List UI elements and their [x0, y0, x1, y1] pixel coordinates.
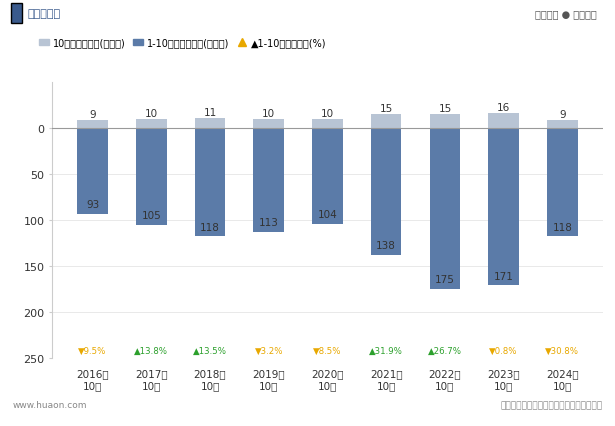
Text: ▼3.2%: ▼3.2%: [255, 346, 283, 355]
Text: ▲13.8%: ▲13.8%: [134, 346, 169, 355]
Text: 113: 113: [259, 218, 279, 228]
Bar: [77, 121, 108, 129]
Text: 16: 16: [497, 103, 510, 113]
Bar: [253, 129, 284, 232]
Text: 15: 15: [379, 104, 393, 114]
Text: 10: 10: [262, 108, 276, 118]
Text: ▲31.9%: ▲31.9%: [369, 346, 403, 355]
Text: 138: 138: [376, 241, 396, 250]
Text: 171: 171: [494, 271, 514, 281]
Bar: [136, 120, 167, 129]
Bar: [430, 129, 460, 289]
FancyBboxPatch shape: [11, 4, 22, 23]
Bar: [312, 129, 343, 224]
Bar: [547, 129, 577, 237]
Bar: [430, 115, 460, 129]
Bar: [136, 129, 167, 225]
Text: ▼9.5%: ▼9.5%: [78, 346, 107, 355]
Text: 15: 15: [438, 104, 451, 114]
Text: 华经情报网: 华经情报网: [28, 9, 61, 19]
Text: ▼8.5%: ▼8.5%: [313, 346, 342, 355]
Bar: [253, 120, 284, 129]
Text: 9: 9: [559, 109, 566, 119]
Text: ▼30.8%: ▼30.8%: [546, 346, 579, 355]
Bar: [312, 120, 343, 129]
Bar: [77, 129, 108, 214]
Text: 175: 175: [435, 275, 455, 285]
Text: 118: 118: [552, 222, 573, 232]
Text: 104: 104: [317, 210, 338, 219]
Text: 10: 10: [321, 108, 334, 118]
Bar: [195, 129, 225, 237]
Text: 9: 9: [89, 109, 96, 119]
Text: 105: 105: [141, 210, 161, 221]
Text: www.huaon.com: www.huaon.com: [12, 400, 87, 409]
Legend: 10月进出口总额(亿美元), 1-10月进出口总额(亿美元), ▲1-10月同比增速(%): 10月进出口总额(亿美元), 1-10月进出口总额(亿美元), ▲1-10月同比…: [35, 35, 330, 52]
Text: ▲26.7%: ▲26.7%: [428, 346, 462, 355]
Text: 11: 11: [204, 107, 216, 118]
Text: ▼0.8%: ▼0.8%: [490, 346, 518, 355]
Text: 数据来源：中国海关，华经产业研究院整理: 数据来源：中国海关，华经产业研究院整理: [501, 400, 603, 409]
Text: ▲13.5%: ▲13.5%: [193, 346, 227, 355]
Bar: [547, 121, 577, 129]
Bar: [371, 129, 402, 255]
Bar: [371, 115, 402, 129]
Text: 专业严谨 ● 客观科学: 专业严谨 ● 客观科学: [535, 9, 597, 19]
Bar: [488, 129, 519, 285]
Bar: [488, 114, 519, 129]
Text: 93: 93: [86, 199, 99, 210]
Bar: [195, 119, 225, 129]
Text: 2016-2024年10月江西省外商投资企业进出口总额: 2016-2024年10月江西省外商投资企业进出口总额: [149, 43, 466, 62]
Text: 10: 10: [145, 108, 158, 118]
Text: 118: 118: [200, 222, 220, 232]
